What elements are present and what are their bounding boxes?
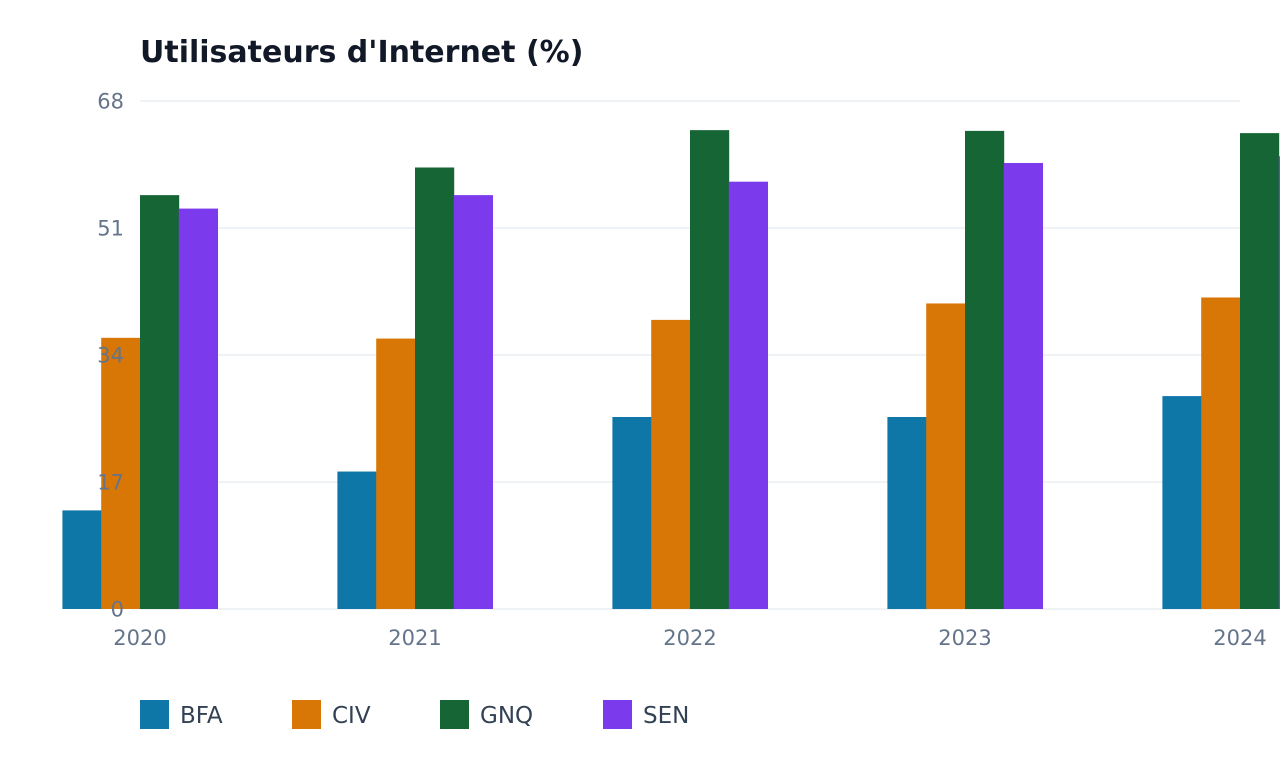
y-tick-label: 68	[97, 90, 124, 114]
bar-sen-2024[interactable]	[1278, 156, 1280, 609]
legend-item-bfa[interactable]: BFA	[140, 700, 223, 729]
y-axis-ticks: 0 17 34 51 68	[97, 90, 124, 622]
legend-item-sen[interactable]: SEN	[603, 700, 689, 729]
bar-sen-2020[interactable]	[178, 208, 218, 609]
legend-swatch	[440, 700, 469, 729]
bar-gnq-2022[interactable]	[690, 130, 730, 609]
legend-label: BFA	[180, 703, 223, 729]
x-tick-label: 2024	[1213, 626, 1266, 650]
bar-sen-2021[interactable]	[453, 195, 493, 609]
bar-gnq-2021[interactable]	[415, 167, 455, 610]
bar-bfa-2021[interactable]	[337, 471, 377, 609]
y-tick-label: 17	[97, 471, 124, 495]
bar-sen-2022[interactable]	[728, 181, 768, 609]
bar-civ-2023[interactable]	[926, 303, 966, 609]
chart-title: Utilisateurs d'Internet (%)	[140, 35, 583, 70]
y-tick-label: 34	[97, 344, 124, 368]
legend-swatch	[603, 700, 632, 729]
bar-bfa-2023[interactable]	[887, 417, 927, 609]
bar-sen-2023[interactable]	[1003, 163, 1043, 609]
legend-item-civ[interactable]: CIV	[292, 700, 371, 729]
x-axis-ticks: 2020 2021 2022 2023 2024	[113, 626, 1266, 650]
bar-bfa-2022[interactable]	[612, 417, 652, 609]
y-tick-label: 51	[97, 217, 124, 241]
legend-label: GNQ	[480, 703, 533, 729]
y-tick-label: 0	[111, 598, 124, 622]
bar-civ-2022[interactable]	[651, 319, 691, 609]
x-tick-label: 2020	[113, 626, 166, 650]
bar-gnq-2023[interactable]	[965, 130, 1005, 609]
legend-label: SEN	[643, 703, 689, 729]
legend-swatch	[292, 700, 321, 729]
bar-bfa-2020[interactable]	[62, 510, 102, 609]
x-tick-label: 2022	[663, 626, 716, 650]
bar-bfa-2024[interactable]	[1162, 396, 1202, 609]
bar-civ-2020[interactable]	[101, 337, 141, 609]
bar-civ-2021[interactable]	[376, 338, 416, 609]
bars	[62, 130, 1280, 610]
bar-gnq-2020[interactable]	[140, 195, 180, 609]
bar-civ-2024[interactable]	[1201, 297, 1241, 609]
legend-item-gnq[interactable]: GNQ	[440, 700, 533, 729]
legend: BFA CIV GNQ SEN	[140, 700, 689, 729]
legend-label: CIV	[332, 703, 371, 729]
bar-gnq-2024[interactable]	[1240, 133, 1280, 609]
x-tick-label: 2021	[388, 626, 441, 650]
x-tick-label: 2023	[938, 626, 991, 650]
legend-swatch	[140, 700, 169, 729]
